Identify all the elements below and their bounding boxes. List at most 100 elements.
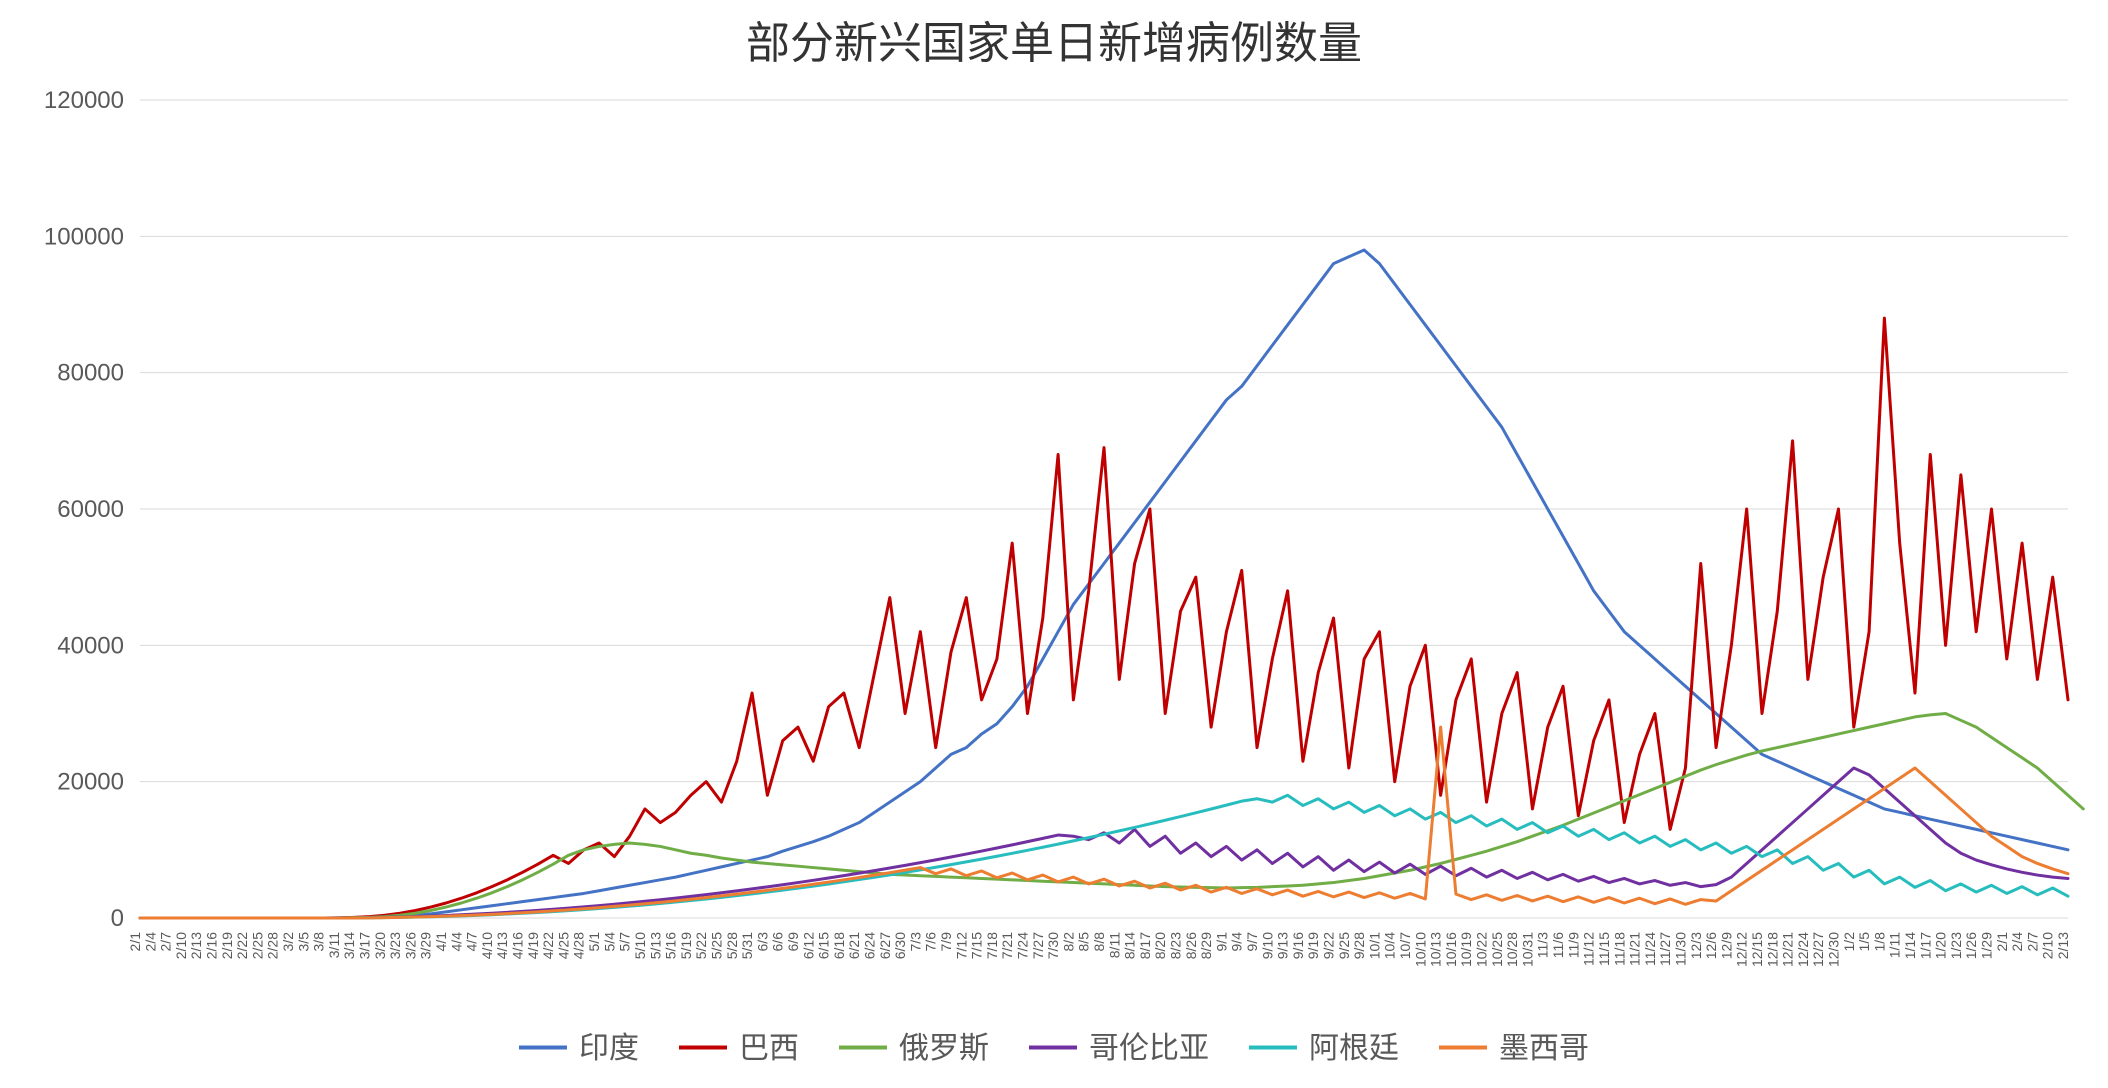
y-tick-label: 80000 bbox=[57, 360, 124, 387]
x-tick-label: 12/6 bbox=[1703, 932, 1719, 959]
x-tick-label: 12/15 bbox=[1749, 932, 1765, 967]
x-tick-label: 5/19 bbox=[678, 932, 694, 959]
x-tick-label: 3/17 bbox=[357, 932, 373, 959]
x-tick-label: 11/3 bbox=[1535, 932, 1551, 958]
x-tick-label: 1/17 bbox=[1917, 932, 1933, 959]
x-tick-label: 2/25 bbox=[249, 932, 265, 959]
x-tick-label: 12/24 bbox=[1795, 932, 1811, 967]
x-tick-label: 10/19 bbox=[1458, 932, 1474, 967]
x-tick-label: 8/8 bbox=[1091, 932, 1107, 952]
x-tick-label: 2/7 bbox=[158, 932, 174, 952]
x-tick-label: 1/20 bbox=[1933, 932, 1949, 959]
x-tick-label: 3/29 bbox=[418, 932, 434, 959]
x-tick-label: 9/13 bbox=[1275, 932, 1291, 959]
chart-title: 部分新兴国家单日新增病例数量 bbox=[746, 19, 1362, 68]
x-tick-label: 6/3 bbox=[754, 932, 770, 952]
x-tick-label: 10/25 bbox=[1489, 932, 1505, 967]
x-tick-label: 6/21 bbox=[846, 932, 862, 959]
legend-label: 俄罗斯 bbox=[899, 1032, 989, 1065]
x-tick-label: 1/14 bbox=[1902, 932, 1918, 959]
x-tick-label: 3/14 bbox=[341, 932, 357, 959]
x-tick-label: 1/23 bbox=[1948, 932, 1964, 959]
x-tick-label: 7/15 bbox=[969, 932, 985, 959]
x-tick-label: 10/31 bbox=[1519, 932, 1535, 967]
x-tick-label: 10/22 bbox=[1474, 932, 1490, 967]
x-tick-label: 7/27 bbox=[1030, 932, 1046, 959]
x-tick-label: 4/4 bbox=[448, 932, 464, 952]
x-tick-label: 10/1 bbox=[1366, 932, 1382, 959]
x-tick-label: 5/25 bbox=[708, 932, 724, 959]
x-tick-label: 3/2 bbox=[280, 932, 296, 952]
legend-label: 阿根廷 bbox=[1309, 1032, 1399, 1065]
x-tick-label: 8/29 bbox=[1198, 932, 1214, 959]
x-tick-label: 2/1 bbox=[127, 932, 143, 952]
y-tick-label: 20000 bbox=[57, 769, 124, 796]
x-tick-label: 11/15 bbox=[1596, 932, 1612, 966]
x-tick-label: 7/6 bbox=[923, 932, 939, 952]
x-tick-label: 2/28 bbox=[265, 932, 281, 959]
x-tick-label: 4/7 bbox=[464, 932, 480, 952]
x-tick-label: 1/29 bbox=[1978, 932, 1994, 959]
x-tick-label: 8/11 bbox=[1106, 932, 1122, 958]
x-tick-label: 11/6 bbox=[1550, 932, 1566, 958]
x-tick-label: 12/9 bbox=[1718, 932, 1734, 959]
y-tick-label: 100000 bbox=[44, 223, 124, 250]
x-tick-label: 11/12 bbox=[1581, 932, 1597, 966]
x-tick-label: 5/7 bbox=[617, 932, 633, 952]
x-tick-label: 5/28 bbox=[724, 932, 740, 959]
x-tick-label: 6/30 bbox=[892, 932, 908, 959]
legend-label: 墨西哥 bbox=[1499, 1032, 1589, 1065]
x-tick-label: 9/22 bbox=[1321, 932, 1337, 959]
x-tick-label: 8/23 bbox=[1168, 932, 1184, 959]
x-tick-label: 5/13 bbox=[647, 932, 663, 959]
x-tick-label: 4/19 bbox=[525, 932, 541, 959]
x-tick-label: 1/26 bbox=[1963, 932, 1979, 959]
x-tick-label: 9/19 bbox=[1305, 932, 1321, 959]
x-tick-label: 12/30 bbox=[1825, 932, 1841, 967]
x-tick-label: 6/12 bbox=[800, 932, 816, 959]
x-tick-label: 8/14 bbox=[1122, 932, 1138, 959]
x-tick-label: 7/24 bbox=[1014, 932, 1030, 959]
x-tick-label: 1/5 bbox=[1856, 932, 1872, 952]
x-tick-label: 8/26 bbox=[1183, 932, 1199, 959]
x-tick-label: 12/12 bbox=[1734, 932, 1750, 967]
x-tick-label: 10/16 bbox=[1443, 932, 1459, 967]
x-tick-label: 7/18 bbox=[984, 932, 1000, 959]
x-tick-label: 3/5 bbox=[295, 932, 311, 952]
x-tick-label: 7/30 bbox=[1045, 932, 1061, 959]
x-tick-label: 5/16 bbox=[663, 932, 679, 959]
x-tick-label: 11/21 bbox=[1627, 932, 1643, 966]
x-tick-label: 1/2 bbox=[1841, 932, 1857, 952]
x-tick-label: 5/10 bbox=[632, 932, 648, 959]
x-tick-label: 9/1 bbox=[1213, 932, 1229, 952]
x-tick-label: 2/7 bbox=[2024, 932, 2040, 952]
x-tick-label: 6/6 bbox=[770, 932, 786, 952]
x-tick-label: 10/28 bbox=[1504, 932, 1520, 967]
x-tick-label: 5/1 bbox=[586, 932, 602, 952]
x-tick-label: 7/21 bbox=[999, 932, 1015, 959]
x-tick-label: 3/11 bbox=[326, 932, 342, 958]
x-tick-label: 2/4 bbox=[2009, 932, 2025, 952]
x-tick-label: 6/15 bbox=[816, 932, 832, 959]
x-tick-label: 11/18 bbox=[1611, 932, 1627, 966]
x-tick-label: 8/2 bbox=[1060, 932, 1076, 952]
x-tick-label: 11/24 bbox=[1642, 932, 1658, 966]
x-tick-label: 11/9 bbox=[1565, 932, 1581, 958]
y-tick-label: 120000 bbox=[44, 87, 124, 114]
x-tick-label: 2/19 bbox=[219, 932, 235, 959]
x-tick-label: 2/16 bbox=[204, 932, 220, 959]
x-tick-label: 4/25 bbox=[555, 932, 571, 959]
x-tick-label: 10/10 bbox=[1412, 932, 1428, 967]
chart-container: 0200004000060000800001000001200002/12/42… bbox=[0, 0, 2108, 1088]
x-tick-label: 1/11 bbox=[1887, 932, 1903, 958]
x-tick-label: 9/25 bbox=[1336, 932, 1352, 959]
x-tick-label: 10/4 bbox=[1382, 932, 1398, 959]
line-chart: 0200004000060000800001000001200002/12/42… bbox=[0, 0, 2108, 1088]
x-tick-label: 2/10 bbox=[173, 932, 189, 959]
x-tick-label: 11/27 bbox=[1657, 932, 1673, 966]
legend-label: 印度 bbox=[579, 1032, 639, 1065]
x-tick-label: 9/10 bbox=[1259, 932, 1275, 959]
x-tick-label: 2/13 bbox=[2055, 932, 2071, 959]
x-tick-label: 6/18 bbox=[831, 932, 847, 959]
x-tick-label: 2/13 bbox=[188, 932, 204, 959]
